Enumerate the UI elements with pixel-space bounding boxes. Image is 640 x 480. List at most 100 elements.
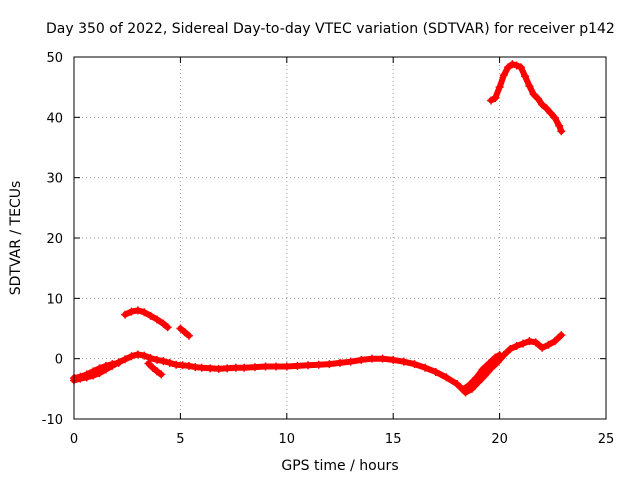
data-point: [197, 363, 206, 372]
data-point: [82, 370, 91, 379]
data-point: [76, 372, 85, 381]
data-point: [152, 367, 161, 376]
x-tick-label: 15: [385, 432, 402, 447]
data-point: [478, 365, 487, 374]
y-tick-label: 40: [46, 111, 63, 126]
data-point: [538, 100, 547, 109]
data-point: [121, 355, 130, 364]
chart-title: Day 350 of 2022, Sidereal Day-to-day VTE…: [46, 21, 615, 37]
data-point: [346, 357, 355, 366]
data-point: [146, 354, 155, 363]
y-tick-label: 10: [46, 292, 63, 307]
data-point: [121, 310, 130, 319]
data-point: [516, 63, 525, 72]
data-point: [495, 351, 504, 360]
y-tick-label: 30: [46, 172, 63, 187]
data-point: [152, 315, 161, 324]
y-tick-label: 20: [46, 232, 63, 247]
series-arc-morning: [121, 306, 172, 332]
data-point: [261, 362, 270, 371]
y-axis-label: SDTVAR / TECUs: [8, 181, 24, 296]
data-point: [165, 358, 174, 367]
series-spur-early-afternoon: [144, 359, 166, 379]
x-axis-label: GPS time / hours: [281, 458, 398, 474]
data-point: [152, 355, 161, 364]
data-point: [159, 357, 168, 366]
data-point: [357, 355, 366, 364]
data-point: [519, 339, 528, 348]
data-point: [421, 363, 430, 372]
data-point: [304, 361, 313, 370]
data-point: [223, 364, 232, 373]
axis-ticks: 0 5 10 15 20 25 -10 0 10 20 30 40 50: [42, 51, 615, 447]
data-point: [472, 373, 481, 382]
data-point: [180, 328, 189, 337]
data-point: [282, 362, 291, 371]
data-point: [512, 341, 521, 350]
data-point: [140, 308, 149, 317]
data-point: [399, 357, 408, 366]
data-point: [525, 81, 534, 90]
grid: [74, 57, 606, 419]
data-point: [367, 354, 376, 363]
series-line: [145, 360, 165, 378]
data-point: [529, 90, 538, 99]
data-point: [127, 307, 136, 316]
data-point: [206, 364, 215, 373]
x-tick-label: 25: [598, 432, 615, 447]
data-point: [389, 355, 398, 364]
data-point: [272, 362, 281, 371]
data-point: [184, 331, 193, 340]
data-point: [148, 363, 157, 372]
data-point: [491, 353, 500, 362]
data-point: [538, 343, 547, 352]
series-high-arc: [487, 60, 566, 136]
data-point: [531, 338, 540, 347]
data-point: [487, 96, 496, 105]
data-point: [101, 361, 110, 370]
data-point: [499, 71, 508, 80]
data-point: [314, 360, 323, 369]
data-point: [133, 350, 142, 359]
data-point: [546, 109, 555, 118]
x-tick-label: 5: [176, 432, 184, 447]
y-tick-label: 0: [55, 353, 63, 368]
series-short-segment: [176, 324, 193, 340]
data-point: [550, 337, 559, 346]
data-point: [550, 113, 559, 122]
data-point: [431, 367, 440, 376]
data-point: [410, 360, 419, 369]
data-point: [114, 358, 123, 367]
data-point: [378, 354, 387, 363]
data-point: [484, 359, 493, 368]
data-point: [127, 352, 136, 361]
y-tick-label: 50: [46, 51, 63, 66]
data-point: [140, 351, 149, 360]
data-point: [231, 363, 240, 372]
data-point: [495, 83, 504, 92]
data-point: [506, 345, 515, 354]
data-point: [533, 94, 542, 103]
data-point: [89, 367, 98, 376]
data-point: [336, 358, 344, 367]
data-point: [293, 361, 302, 370]
data-point: [557, 127, 566, 136]
data-point: [159, 319, 168, 328]
y-tick-label: -10: [42, 413, 63, 428]
data-point: [465, 380, 474, 389]
data-point: [459, 385, 468, 394]
data-point: [480, 371, 489, 380]
data-point: [453, 380, 462, 389]
data-point: [491, 94, 500, 103]
data-point: [95, 364, 104, 373]
data-point: [157, 370, 166, 379]
data-point: [521, 72, 530, 81]
data-point: [544, 340, 553, 349]
data-point: [184, 361, 193, 370]
data-point: [133, 306, 142, 315]
data-point: [250, 363, 259, 372]
data-point: [555, 121, 564, 130]
data-series: [70, 60, 566, 397]
